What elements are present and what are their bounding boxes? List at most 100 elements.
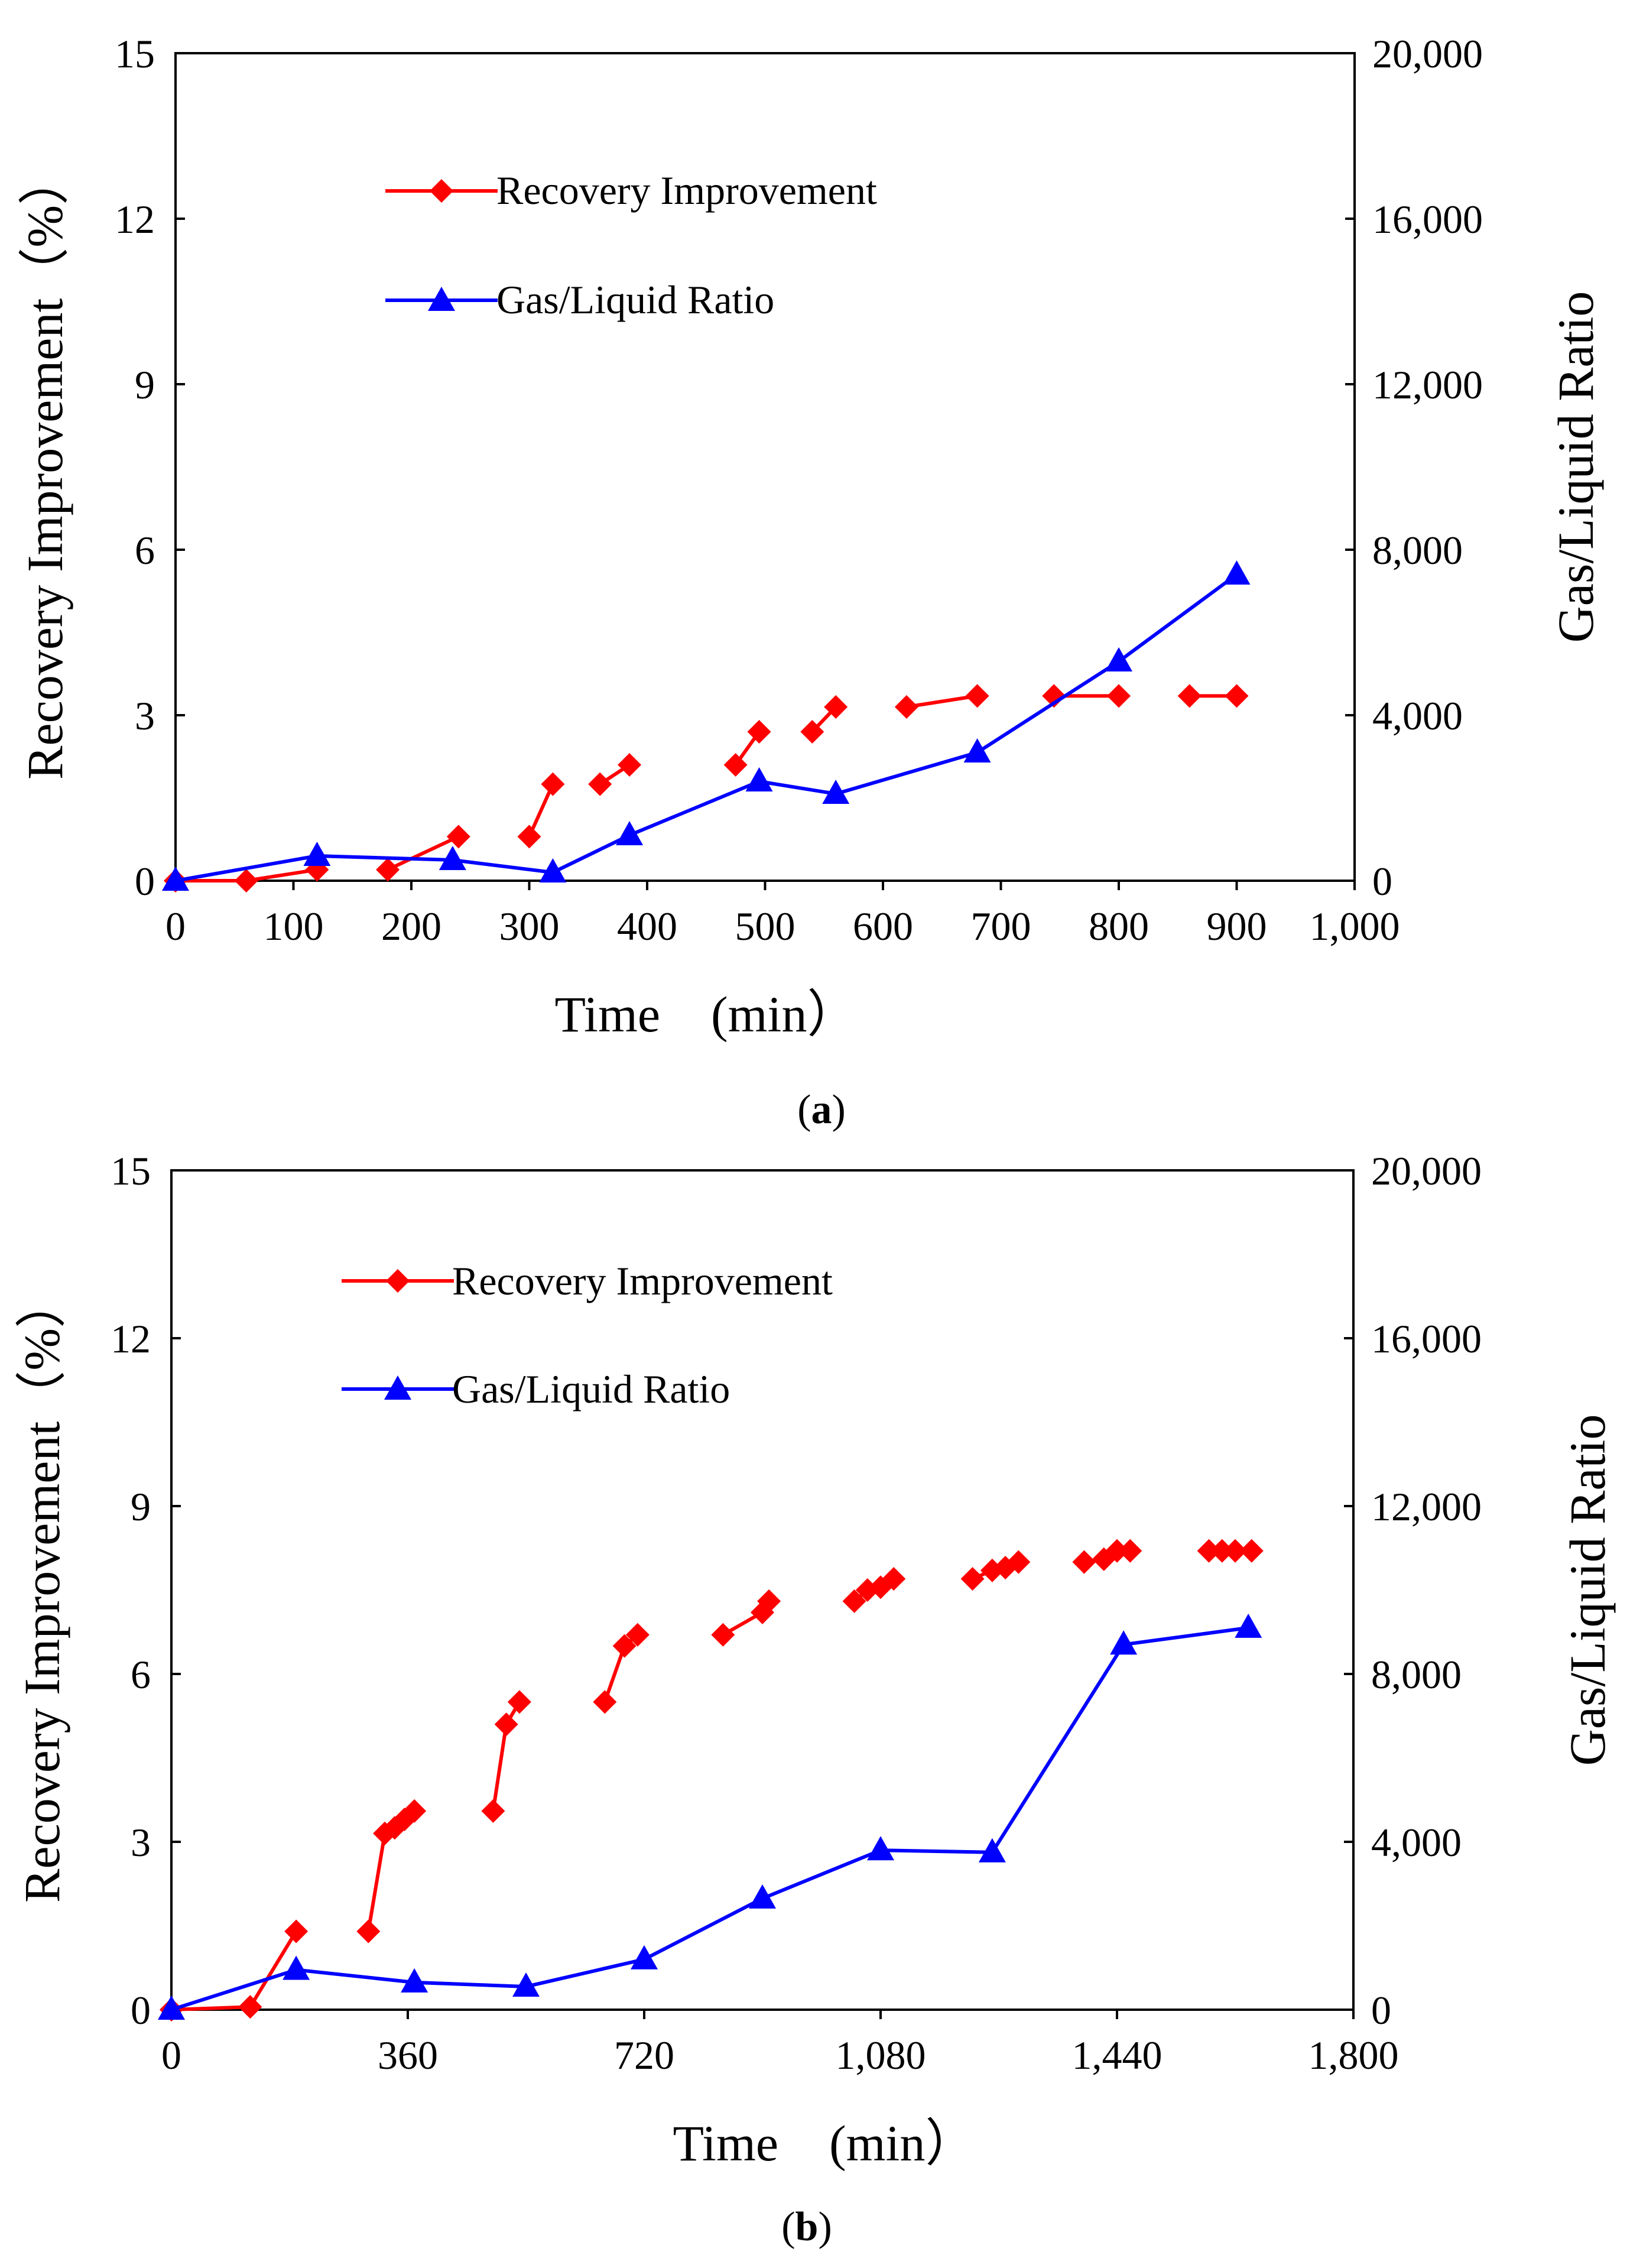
x-tick-label: 1,080	[836, 2033, 926, 2078]
recovery-point	[507, 1690, 531, 1714]
recovery-point	[747, 720, 771, 744]
right-axis-ticks: 0 4,000 8,000 12,000 16,000 20,000	[1344, 1148, 1482, 2033]
right-axis-label: Gas/Liquid Ratio	[1559, 1414, 1616, 1766]
recovery-point	[517, 825, 541, 849]
recovery-point	[1006, 1550, 1031, 1574]
recovery-point	[1177, 684, 1202, 708]
legend: Recovery Improvement Gas/Liquid Ratio	[385, 168, 877, 322]
x-tick-label: 900	[1207, 904, 1267, 949]
gas-ratio-point	[1223, 560, 1251, 585]
legend: Recovery Improvement Gas/Liquid Ratio	[342, 1258, 833, 1412]
legend-gas-label: Gas/Liquid Ratio	[496, 277, 774, 322]
left-tick-label: 12	[111, 1316, 151, 1361]
gas-ratio-series-line	[171, 1625, 1249, 2011]
right-tick-label: 0	[1371, 1988, 1391, 2033]
chart-marks	[162, 560, 1251, 893]
panel-a: 0 100 200 300 400 500 600 700 800 900 1,000 0 3 6 9 12…	[17, 31, 1604, 1133]
left-tick-label: 0	[135, 859, 155, 904]
recovery-series-line	[387, 835, 460, 872]
right-tick-label: 16,000	[1371, 1316, 1482, 1361]
recovery-point	[356, 1919, 381, 1943]
gas-ratio-point	[749, 1884, 776, 1909]
right-axis-label: Gas/Liquid Ratio	[1547, 291, 1604, 643]
x-tick-label: 720	[614, 2033, 674, 2078]
panel-b: 0 360 720 1,080 1,440 1,800 0 3 6 9 12 15 0 4,000 8,…	[14, 1148, 1616, 2250]
gas-ratio-point	[283, 1955, 310, 1980]
left-tick-label: 3	[131, 1820, 151, 1865]
legend-gas-label: Gas/Liquid Ratio	[452, 1367, 730, 1412]
gas-ratio-point	[162, 867, 189, 891]
left-axis-label: Recovery Improvement（%）	[17, 154, 73, 780]
left-tick-label: 12	[115, 197, 155, 242]
gas-ratio-point	[158, 1996, 185, 2020]
right-axis-ticks: 0 4,000 8,000 12,000 16,000 20,000	[1345, 31, 1483, 904]
panel-label-letter: a	[811, 1087, 832, 1133]
recovery-point	[960, 1567, 985, 1591]
recovery-point	[1107, 684, 1131, 708]
gas-ratio-point	[631, 1945, 658, 1970]
recovery-point	[757, 1589, 781, 1613]
gas-ratio-series-line	[175, 573, 1238, 882]
gas-ratio-point	[867, 1836, 894, 1861]
left-tick-label: 15	[115, 31, 155, 76]
x-axis-ticks: 0 100 200 300 400 500 600 700 800 900 1,000	[165, 881, 1400, 949]
panel-label-close: )	[832, 1087, 846, 1133]
recovery-point	[723, 753, 748, 777]
recovery-point	[1197, 1539, 1221, 1563]
recovery-point	[402, 1799, 427, 1823]
panel-label-b: (b)	[781, 2204, 832, 2250]
recovery-series-line	[171, 1930, 298, 2011]
gas-ratio-point	[963, 738, 991, 763]
right-tick-label: 4,000	[1371, 1820, 1462, 1865]
legend-gas-marker	[428, 287, 455, 311]
right-tick-label: 20,000	[1372, 31, 1483, 76]
left-tick-label: 6	[131, 1652, 151, 1697]
recovery-series-line	[527, 783, 555, 838]
left-axis-label: Recovery Improvement（%）	[14, 1277, 70, 1903]
x-tick-label: 0	[165, 904, 186, 949]
recovery-point	[1210, 1539, 1234, 1563]
recovery-point	[284, 1919, 309, 1943]
recovery-point	[1239, 1539, 1264, 1563]
recovery-point	[842, 1589, 866, 1613]
x-tick-label: 400	[617, 904, 677, 949]
x-tick-label: 1,440	[1072, 2033, 1163, 2078]
recovery-point	[446, 825, 470, 849]
panel-label-open: (	[797, 1087, 811, 1133]
gas-ratio-point	[439, 846, 466, 870]
x-axis-label: Time (min）	[673, 2115, 976, 2172]
recovery-point	[481, 1799, 505, 1823]
x-tick-label: 1,000	[1310, 904, 1400, 949]
legend-recovery-label: Recovery Improvement	[496, 168, 877, 213]
gas-ratio-point	[745, 767, 773, 791]
panel-label-open: (	[781, 2204, 795, 2250]
gas-ratio-point	[1105, 647, 1132, 671]
x-tick-label: 0	[161, 2033, 181, 2078]
recovery-point	[376, 858, 400, 882]
x-tick-label: 500	[735, 904, 795, 949]
legend-gas-marker	[384, 1375, 411, 1400]
left-tick-label: 6	[135, 528, 155, 573]
x-axis-label: Time (min）	[555, 986, 858, 1043]
recovery-point	[711, 1623, 735, 1647]
recovery-point	[625, 1623, 650, 1647]
recovery-point	[494, 1712, 518, 1737]
gas-ratio-point	[978, 1838, 1006, 1863]
gas-ratio-point	[401, 1968, 428, 1993]
x-tick-label: 1,800	[1308, 2033, 1399, 2078]
recovery-point	[965, 684, 989, 708]
x-tick-label: 300	[499, 904, 560, 949]
recovery-point	[541, 772, 565, 796]
gas-ratio-point	[1235, 1613, 1262, 1638]
recovery-point	[1223, 1539, 1247, 1563]
recovery-point	[824, 695, 848, 719]
right-tick-label: 20,000	[1371, 1148, 1482, 1193]
right-tick-label: 12,000	[1371, 1484, 1482, 1529]
recovery-point	[894, 695, 918, 719]
recovery-point	[1225, 684, 1249, 708]
left-tick-label: 15	[111, 1148, 151, 1193]
recovery-point	[1118, 1539, 1142, 1563]
legend-recovery-label: Recovery Improvement	[452, 1258, 833, 1303]
right-tick-label: 12,000	[1372, 362, 1483, 407]
